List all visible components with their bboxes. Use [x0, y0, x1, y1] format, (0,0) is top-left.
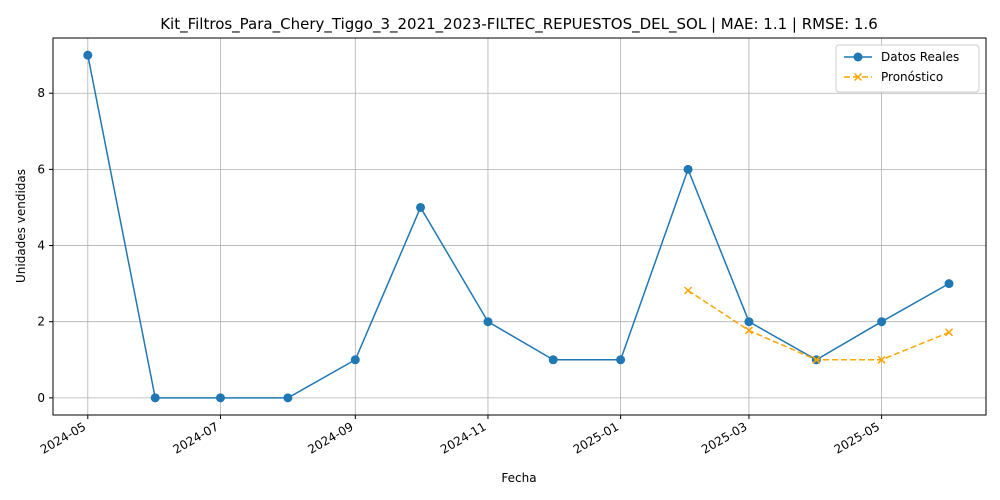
y-axis-ticks: 0 2 4 6 8: [37, 86, 53, 405]
data-point: [548, 355, 558, 365]
x-tick-label: 2024-07: [171, 419, 221, 456]
data-point: [215, 393, 225, 403]
x-axis-ticks: 2024-05 2024-07 2024-09 2024-11 2025-01 2025-…: [38, 415, 883, 457]
forecast-point: [944, 328, 954, 337]
data-point: [616, 355, 626, 365]
legend-marker-x: [853, 72, 863, 82]
data-point: [350, 355, 360, 365]
x-axis-label: Fecha: [501, 471, 536, 485]
legend-label: Datos Reales: [881, 50, 959, 64]
forecast-point: [684, 286, 693, 295]
y-tick-label: 2: [37, 315, 45, 329]
chart-title: Kit_Filtros_Para_Chery_Tiggo_3_2021_2023…: [160, 15, 878, 34]
x-tick-label: 2024-09: [305, 419, 355, 456]
data-point: [83, 50, 93, 60]
data-point: [683, 164, 693, 174]
x-tick-label: 2024-11: [438, 419, 488, 456]
y-tick-label: 8: [37, 86, 45, 100]
legend-marker-circle: [853, 52, 863, 62]
forecast-point: [877, 355, 886, 364]
series-line-1: [687, 289, 950, 361]
x-tick-label: 2025-03: [699, 419, 749, 456]
data-point: [483, 317, 493, 327]
y-tick-label: 4: [37, 239, 45, 253]
data-point: [283, 393, 293, 403]
x-tick-label: 2024-05: [38, 419, 88, 456]
forecast-point: [744, 326, 753, 335]
series-line-0: [87, 54, 950, 399]
grid: [53, 38, 986, 415]
legend-label: Pronóstico: [881, 70, 943, 84]
legend: Datos Reales Pronóstico: [835, 44, 980, 93]
data-point: [944, 279, 954, 289]
data-point: [877, 317, 887, 327]
plot-series: [83, 50, 954, 403]
data-point: [744, 317, 754, 327]
y-tick-label: 6: [37, 162, 45, 176]
data-point: [150, 393, 160, 403]
data-point: [416, 202, 426, 212]
forecast-point: [812, 355, 821, 364]
x-tick-label: 2025-05: [832, 419, 882, 456]
y-tick-label: 0: [37, 391, 45, 405]
plot-frame: [52, 37, 987, 416]
x-tick-label: 2025-01: [571, 419, 621, 456]
y-axis-label: Unidades vendidas: [14, 169, 28, 283]
